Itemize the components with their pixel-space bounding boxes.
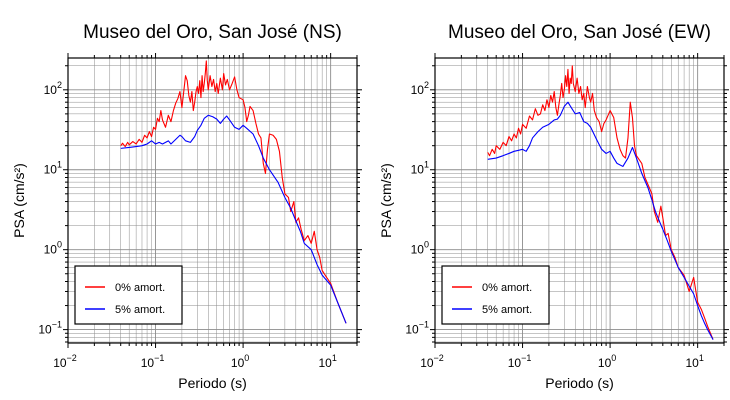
- x-tick-label: 100: [598, 353, 616, 370]
- y-axis-label: PSA (cm/s²): [11, 163, 27, 238]
- legend: 0% amort. 5% amort.: [441, 265, 550, 325]
- x-tick-label: 101: [318, 353, 336, 370]
- chart-2: Museo del Oro, San José (EW) 10−2 10−1 100 1…: [378, 22, 729, 391]
- plot-frame: [434, 57, 725, 344]
- x-axis-label: Periodo (s): [178, 375, 246, 391]
- series-line-undamped: [120, 60, 347, 324]
- x-tick-label: 10−1: [508, 353, 532, 370]
- legend: 0% amort. 5% amort.: [74, 265, 183, 325]
- tick-marks: [63, 53, 362, 348]
- y-tick-label: 100: [411, 240, 429, 257]
- chart-title: Museo del Oro, San José (NS): [83, 22, 342, 43]
- x-axis-label: Periodo (s): [545, 375, 613, 391]
- legend-box: [74, 265, 183, 325]
- series-line-damped: [120, 114, 347, 324]
- legend-label: 5% amort.: [115, 304, 165, 316]
- legend-label: 0% amort.: [115, 282, 165, 294]
- chart-1: Museo del Oro, San José (NS) 10−2 10−1 100 1…: [11, 22, 362, 391]
- grid: [67, 58, 358, 343]
- x-tick-label: 10−2: [420, 353, 444, 370]
- tick-marks: [430, 53, 729, 348]
- plot-frame: [67, 57, 358, 344]
- x-tick-label: 10−1: [141, 353, 165, 370]
- y-tick-label: 101: [44, 160, 62, 177]
- y-tick-label: 101: [411, 160, 429, 177]
- y-tick-label: 102: [44, 80, 62, 97]
- legend-box: [441, 265, 550, 325]
- y-tick-label: 100: [44, 240, 62, 257]
- x-tick-label: 100: [231, 353, 249, 370]
- y-tick-label: 10−1: [38, 320, 62, 337]
- series-line-undamped: [487, 65, 714, 340]
- y-axis-label: PSA (cm/s²): [378, 163, 394, 238]
- x-tick-label: 10−2: [53, 353, 77, 370]
- legend-label: 5% amort.: [482, 304, 532, 316]
- x-tick-label: 101: [685, 353, 703, 370]
- legend-label: 0% amort.: [482, 282, 532, 294]
- series-line-damped: [487, 101, 714, 340]
- y-tick-label: 10−1: [405, 320, 429, 337]
- y-tick-label: 102: [411, 80, 429, 97]
- chart-title: Museo del Oro, San José (EW): [448, 22, 711, 43]
